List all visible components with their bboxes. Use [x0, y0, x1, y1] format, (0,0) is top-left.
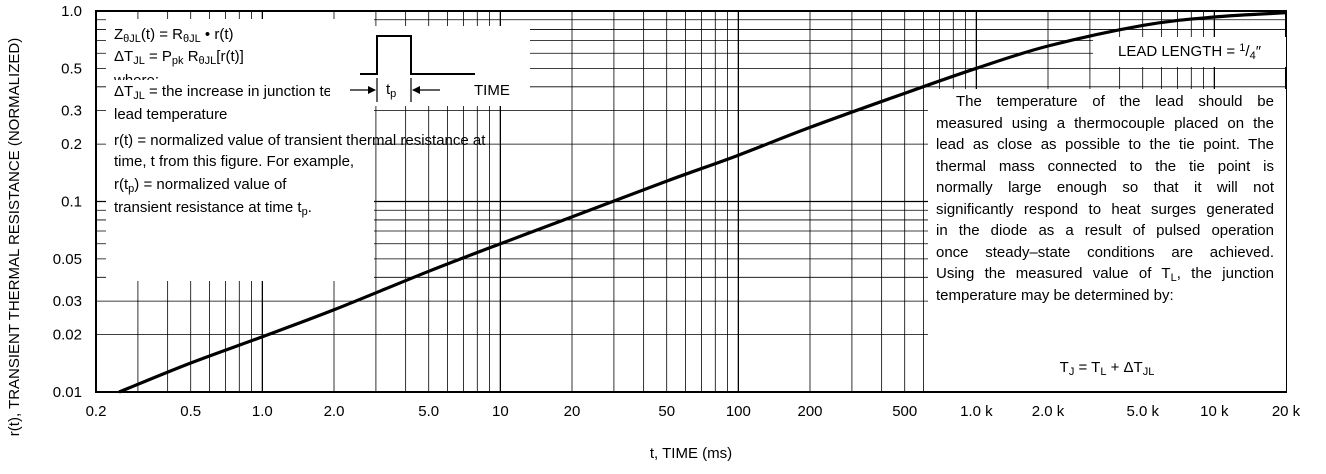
tp-arrowhead-right: [412, 86, 420, 94]
plot-frame: [95, 10, 1287, 393]
note-line-6: significantly respond to heat surges gen…: [936, 200, 1274, 218]
x-tick-label: 10 k: [1200, 403, 1229, 420]
time-label: TIME: [474, 82, 510, 99]
y-tick-label: 0.3: [61, 103, 82, 120]
x-tick-label: 1.0: [252, 403, 273, 420]
definition-rtp-2: transient resistance at time tp.: [114, 199, 312, 218]
note-line-4: thermal mass connected to the tie point …: [936, 157, 1274, 175]
definitions-box: ΔTJL = the increase in junction temperat…: [106, 80, 485, 281]
x-tick-labels: 0.2 0.5 1.0 2.0 5.0 10 20 50 100 200 500 1.0 k 2.0 k…: [86, 403, 1301, 420]
y-tick-label: 0.03: [53, 293, 82, 310]
note-line-2: measured using a thermocouple placed on …: [936, 114, 1274, 132]
note-line-5: normally large enough so that it will no…: [936, 179, 1274, 196]
note-equation: TJ = TL + ΔTJL: [1059, 359, 1155, 378]
tp-arrowhead-left: [368, 86, 376, 94]
x-tick-label: 0.2: [86, 403, 107, 420]
x-tick-label: 2.0 k: [1032, 403, 1065, 420]
x-tick-label: 1.0 k: [960, 403, 993, 420]
x-tick-label: 20: [564, 403, 581, 420]
y-tick-label: 0.5: [61, 60, 82, 77]
y-axis-label: r(t), TRANSIENT THERMAL RESISTANCE (NORM…: [6, 38, 23, 436]
definition-rt-1: r(t) = normalized value of transient the…: [114, 132, 486, 149]
definition-delta-cont: lead temperature: [114, 106, 228, 123]
y-tick-label: 1.0: [61, 3, 82, 20]
x-tick-label: 5.0 k: [1126, 403, 1159, 420]
x-axis-label: t, TIME (ms): [650, 445, 732, 462]
x-tick-label: 200: [797, 403, 822, 420]
series-line: [118, 11, 1287, 394]
pulse-waveform: [360, 35, 475, 75]
x-tick-label: 20 k: [1272, 403, 1301, 420]
x-tick-label: 2.0: [324, 403, 345, 420]
x-tick-label: 10: [492, 403, 509, 420]
note-box: The temperature of the lead should be me…: [928, 89, 1286, 391]
note-line-10: temperature may be determined by:: [936, 286, 1174, 304]
y-tick-labels: 0.01 0.02 0.03 0.05 0.1 0.2 0.3 0.5 1.0: [53, 3, 82, 401]
note-paragraph: The temperature of the lead should be me…: [936, 91, 1274, 306]
y-tick-label: 0.02: [53, 327, 82, 344]
note-line-3: lead as close as possible to the tie poi…: [936, 136, 1274, 153]
note-line-9: Using the measured value of TL, the junc…: [936, 265, 1274, 284]
tp-label: tp: [386, 81, 397, 100]
y-tick-label: 0.1: [61, 194, 82, 211]
note-line-8: once steady–state conditions are achieve…: [936, 243, 1274, 261]
note-line-1: The temperature of the lead should be: [956, 93, 1274, 110]
pulse-diagram: [330, 26, 530, 106]
y-tick-label: 0.01: [53, 384, 82, 401]
equation-1: ZθJL(t) = RθJL • r(t): [114, 26, 234, 45]
lead-length-box: LEAD LENGTH = 1/4″: [1093, 37, 1286, 67]
definition-rtp-1: r(tp) = normalized value of: [114, 176, 287, 195]
definition-rt-2: time, t from this figure. For example,: [114, 153, 355, 170]
y-tick-label: 0.2: [61, 136, 82, 153]
x-tick-label: 0.5: [180, 403, 201, 420]
x-tick-label: 5.0: [418, 403, 439, 420]
x-tick-label: 50: [658, 403, 675, 420]
note-line-7: in the diode as a result of pulsed opera…: [936, 222, 1274, 239]
x-tick-label: 100: [726, 403, 751, 420]
x-tick-label: 500: [892, 403, 917, 420]
y-tick-label: 0.05: [53, 251, 82, 268]
equation-2: ΔTJL = Ppk RθJL[r(t)]: [114, 48, 244, 67]
